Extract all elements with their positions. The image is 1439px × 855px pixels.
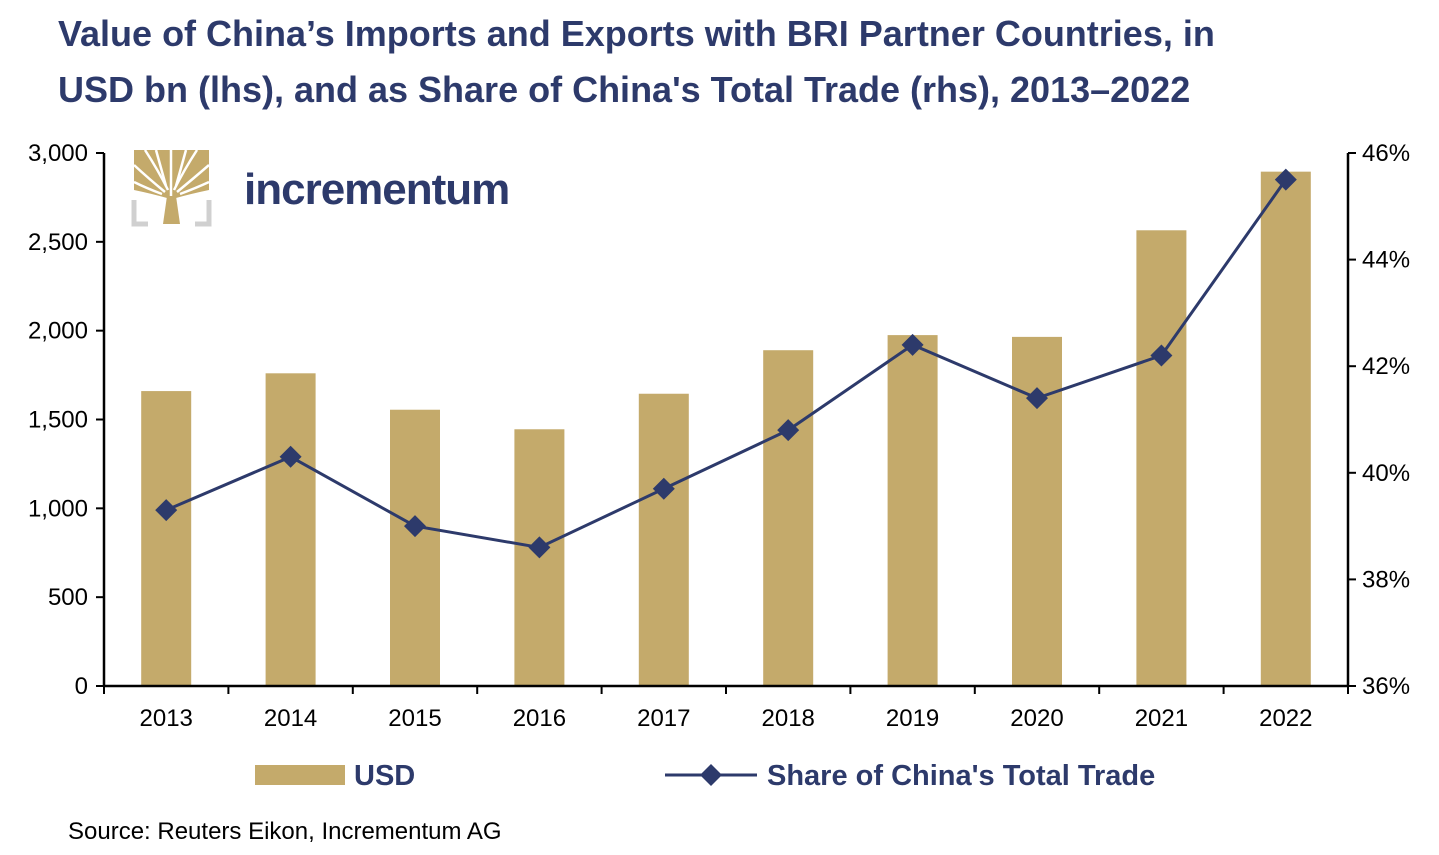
bar-2013 — [141, 391, 192, 686]
x-tick-label: 2014 — [264, 705, 317, 732]
x-tick-label: 2020 — [1010, 705, 1063, 732]
x-tick-label: 2018 — [762, 705, 815, 732]
y-right-tick-label: 46% — [1362, 140, 1410, 167]
bars-layer — [141, 171, 1311, 686]
share-marker-2013 — [155, 499, 178, 522]
share-marker-2014 — [279, 445, 302, 468]
y-left-tick-label: 2,000 — [28, 318, 88, 345]
x-tick-label: 2015 — [388, 705, 441, 732]
source-note: Source: Reuters Eikon, Incrementum AG — [68, 818, 502, 845]
y-right-tick-label: 42% — [1362, 353, 1410, 380]
y-left-tick-label: 1,500 — [28, 407, 88, 434]
chart-title-line-1: Value of China’s Imports and Exports wit… — [58, 13, 1215, 54]
bar-2014 — [265, 373, 316, 686]
bar-2018 — [763, 350, 814, 686]
bar-2019 — [887, 335, 938, 686]
x-tick-label: 2017 — [637, 705, 690, 732]
share-marker-2015 — [404, 515, 426, 538]
chart-title: Value of China’s Imports and Exports wit… — [58, 6, 1418, 118]
axes-layer: 0 500 1,000 1,500 2,000 2,500 3,000 36% 38% 40% 42… — [28, 140, 1410, 732]
share-marker-2016 — [528, 536, 551, 559]
bar-2017 — [638, 393, 689, 686]
y-left-tick-label: 1,000 — [28, 495, 88, 522]
share-line-layer — [155, 168, 1297, 559]
legend-usd-swatch — [255, 765, 345, 785]
share-marker-2021 — [1150, 344, 1173, 367]
bar-2015 — [390, 409, 440, 686]
share-marker-2019 — [901, 333, 924, 356]
y-right-tick-label: 44% — [1362, 247, 1410, 274]
y-left-tick-label: 2,500 — [28, 229, 88, 256]
x-tick-label: 2019 — [886, 705, 939, 732]
bar-2021 — [1136, 230, 1187, 686]
logo-text: incrementum — [244, 165, 509, 214]
tree-icon — [131, 149, 212, 227]
legend-share-marker — [700, 764, 722, 786]
legend: USD Share of China's Total Trade — [255, 760, 1155, 792]
share-line — [165, 178, 1288, 549]
share-marker-2020 — [1026, 387, 1048, 410]
x-tick-label: 2016 — [513, 705, 566, 732]
y-left-tick-label: 500 — [48, 584, 88, 611]
x-tick-label: 2013 — [140, 705, 193, 732]
share-marker-2018 — [777, 419, 800, 442]
share-marker-2022 — [1274, 168, 1297, 191]
x-tick-label: 2022 — [1259, 705, 1312, 732]
legend-share-label: Share of China's Total Trade — [767, 760, 1155, 792]
legend-usd-label: USD — [354, 760, 415, 792]
y-left-tick-label: 3,000 — [28, 140, 88, 167]
bar-2022 — [1260, 171, 1311, 686]
y-left-tick-label: 0 — [75, 673, 88, 700]
x-tick-label: 2021 — [1135, 705, 1188, 732]
incrementum-logo: incrementum — [131, 149, 510, 227]
y-right-tick-label: 36% — [1362, 673, 1410, 700]
y-right-tick-label: 38% — [1362, 566, 1410, 593]
y-right-tick-label: 40% — [1362, 460, 1410, 487]
share-marker-2017 — [652, 477, 675, 500]
chart-title-line-2: USD bn (lhs), and as Share of China's To… — [58, 69, 1191, 110]
